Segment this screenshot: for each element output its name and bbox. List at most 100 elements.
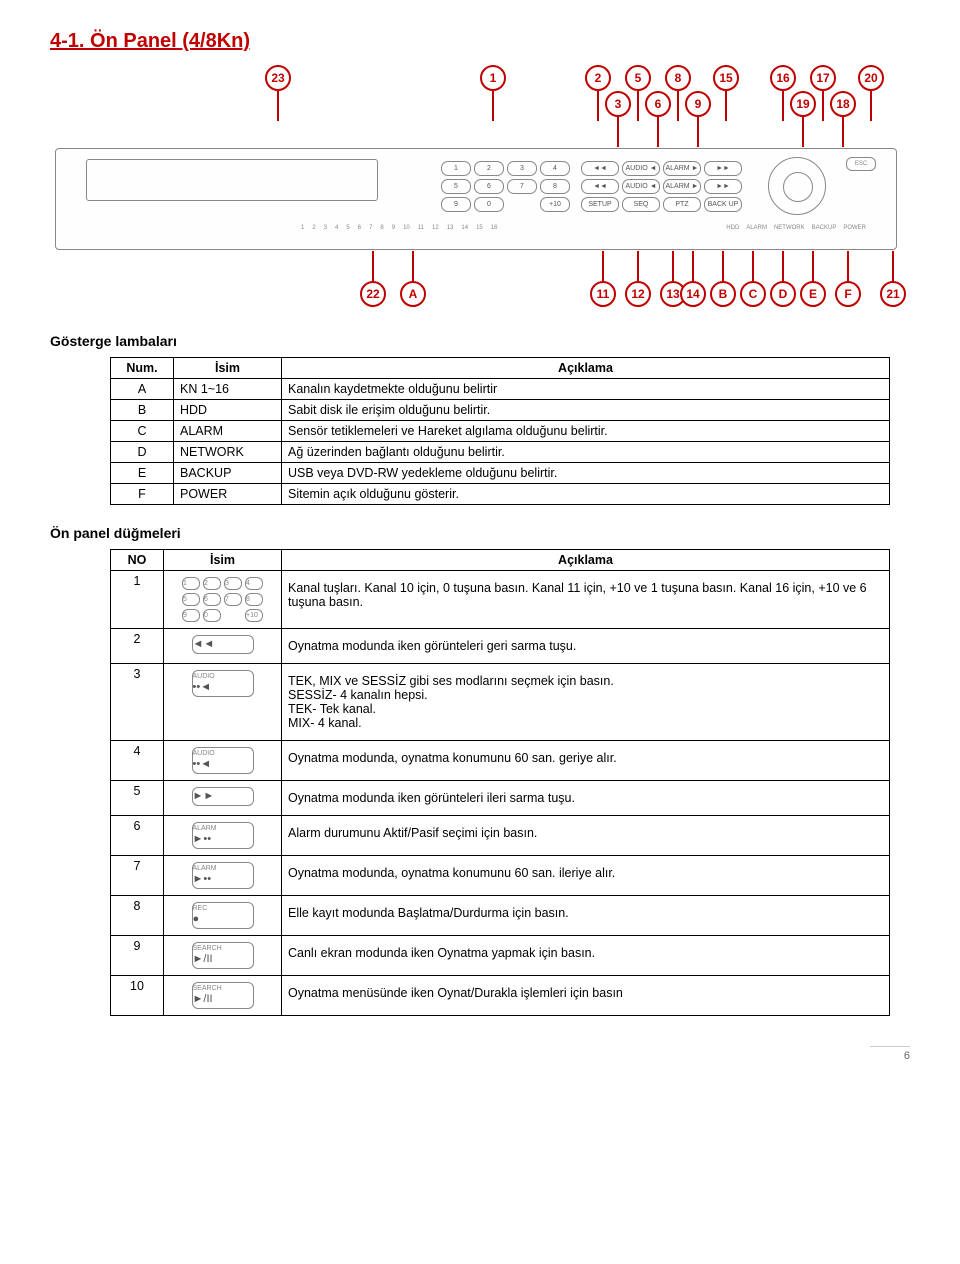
table-header: NO — [111, 550, 164, 571]
cell-desc: Oynatma modunda iken görünteleri geri sa… — [282, 629, 890, 664]
led-label: 12 — [432, 225, 439, 231]
table-row: 7ALARM►••Oynatma modunda, oynatma konumu… — [111, 856, 890, 896]
panel-buttons-table: NO İsim Açıklama 11234567890+10Kanal tuş… — [110, 549, 890, 1016]
cell-num: E — [111, 463, 174, 484]
ctrl-btn: ►► — [704, 161, 742, 176]
cell-name: KN 1~16 — [174, 379, 282, 400]
status-leds: HDDALARMNETWORKBACKUPPOWER — [726, 225, 866, 231]
ctrl-btn: ◄◄ — [581, 179, 619, 194]
callout-16: 16 — [770, 65, 796, 91]
numpad-key: 5 — [441, 179, 471, 194]
cell-desc: Sabit disk ile erişim olduğunu belirtir. — [282, 400, 890, 421]
ctrl-btn: AUDIO ◄ — [622, 161, 660, 176]
cell-desc: Alarm durumunu Aktif/Pasif seçimi için b… — [282, 816, 890, 856]
device-numpad: 1234567890+10 — [441, 161, 570, 212]
cell-desc: Sitemin açık olduğunu gösterir. — [282, 484, 890, 505]
channel-leds: 12345678910111213141516 — [301, 225, 497, 231]
cell-name: ALARM — [174, 421, 282, 442]
cell-desc: Kanalın kaydetmekte olduğunu belirtir — [282, 379, 890, 400]
table-header: İsim — [174, 358, 282, 379]
cell-desc: Kanal tuşları. Kanal 10 için, 0 tuşuna b… — [282, 571, 890, 629]
indicator-lamps-table: Num. İsim Açıklama AKN 1~16Kanalın kayde… — [110, 357, 890, 505]
table-header: Num. — [111, 358, 174, 379]
section-title: 4-1. Ön Panel (4/8Kn) — [50, 30, 910, 53]
cell-num: B — [111, 400, 174, 421]
table-row: 6 ALARM►•• Alarm durumunu Aktif/Pasif seçi… — [111, 816, 890, 856]
led-label: 13 — [447, 225, 454, 231]
table-row: 4 AUDIO••◄ Oynatma modunda, oynatma konumu… — [111, 741, 890, 781]
led-label: 6 — [358, 225, 361, 231]
cell-desc: Ağ üzerinden bağlantı olduğunu belirtir. — [282, 442, 890, 463]
led-label: 11 — [418, 225, 424, 231]
numpad-key: 6 — [474, 179, 504, 194]
numpad-key: 4 — [540, 161, 570, 176]
cell-name: NETWORK — [174, 442, 282, 463]
callout-9: 9 — [685, 91, 711, 117]
device-screen — [86, 159, 378, 201]
led-label: NETWORK — [774, 225, 805, 231]
numpad-key: +10 — [540, 197, 570, 212]
callout-A: A — [400, 281, 426, 307]
cell-name: BACKUP — [174, 463, 282, 484]
cell-no: 2 — [111, 629, 164, 664]
cell-desc: Oynatma menüsünde iken Oynat/Durakla işl… — [282, 976, 890, 1016]
cell-num: A — [111, 379, 174, 400]
cell-icon: ALARM►•• — [164, 816, 282, 856]
callout-E: E — [800, 281, 826, 307]
cell-desc: Elle kayıt modunda Başlatma/Durdurma içi… — [282, 896, 890, 936]
button-icon: ALARM►•• — [192, 822, 254, 849]
cell-no: 8 — [111, 896, 164, 936]
cell-no: 6 — [111, 816, 164, 856]
cell-desc: Oynatma modunda, oynatma konumunu 60 san… — [282, 741, 890, 781]
table-row: AKN 1~16Kanalın kaydetmekte olduğunu bel… — [111, 379, 890, 400]
cell-icon: SEARCH►/II — [164, 936, 282, 976]
callout-12: 12 — [625, 281, 651, 307]
cell-icon: AUDIO••◄ — [164, 741, 282, 781]
numpad-key: 0 — [474, 197, 504, 212]
table-row: BHDDSabit disk ile erişim olduğunu belir… — [111, 400, 890, 421]
cell-desc: Oynatma modunda, oynatma konumunu 60 san… — [282, 856, 890, 896]
table-row: FPOWERSitemin açık olduğunu gösterir. — [111, 484, 890, 505]
led-label: 2 — [312, 225, 315, 231]
device-controls: ◄◄AUDIO ◄ALARM ►►►◄◄AUDIO ◄ALARM ►►►SETU… — [581, 161, 742, 212]
button-icon: REC● — [192, 902, 254, 929]
callout-23: 23 — [265, 65, 291, 91]
table-row: 10SEARCH►/IIOynatma menüsünde iken Oynat… — [111, 976, 890, 1016]
cell-no: 4 — [111, 741, 164, 781]
led-label: 8 — [380, 225, 383, 231]
table-header: İsim — [164, 550, 282, 571]
cell-icon: SEARCH►/II — [164, 976, 282, 1016]
ctrl-btn: ALARM ► — [663, 161, 701, 176]
cell-icon: AUDIO••◄ — [164, 664, 282, 741]
cell-no: 7 — [111, 856, 164, 896]
cell-desc: Oynatma modunda iken görünteleri ileri s… — [282, 781, 890, 816]
callout-17: 17 — [810, 65, 836, 91]
callout-F: F — [835, 281, 861, 307]
cell-num: D — [111, 442, 174, 463]
esc-button: ESC — [846, 157, 876, 171]
numpad-key: 3 — [507, 161, 537, 176]
ctrl-btn: BACK UP — [704, 197, 742, 212]
led-label: 15 — [476, 225, 483, 231]
cell-icon: 1234567890+10 — [164, 571, 282, 629]
led-label: POWER — [843, 225, 866, 231]
table-row: 8 REC● Elle kayıt modunda Başlatma/Durdurm… — [111, 896, 890, 936]
led-label: 14 — [461, 225, 468, 231]
led-label: BACKUP — [812, 225, 837, 231]
ctrl-btn: ◄◄ — [581, 161, 619, 176]
callout-2: 2 — [585, 65, 611, 91]
ctrl-btn: ►► — [704, 179, 742, 194]
cell-icon: REC● — [164, 896, 282, 936]
led-label: 10 — [403, 225, 410, 231]
callout-21: 21 — [880, 281, 906, 307]
callout-B: B — [710, 281, 736, 307]
cell-desc: USB veya DVD-RW yedekleme olduğunu belir… — [282, 463, 890, 484]
button-icon: SEARCH►/II — [192, 982, 254, 1009]
callout-D: D — [770, 281, 796, 307]
cell-no: 5 — [111, 781, 164, 816]
led-label: 16 — [491, 225, 498, 231]
button-icon: AUDIO••◄ — [192, 747, 254, 774]
cell-no: 9 — [111, 936, 164, 976]
button-icon: ►► — [192, 787, 254, 806]
callout-22: 22 — [360, 281, 386, 307]
